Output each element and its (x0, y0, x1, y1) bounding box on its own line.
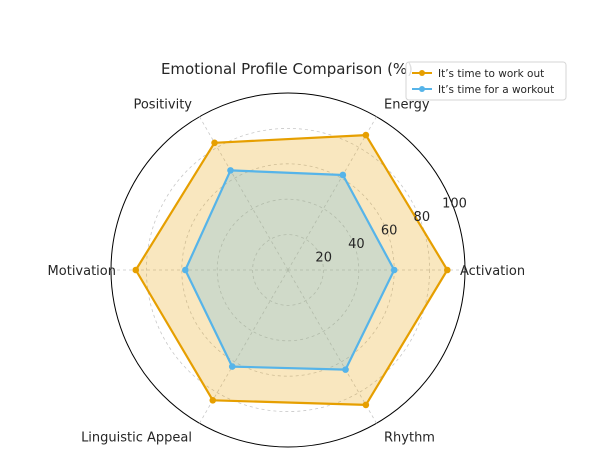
data-point (227, 167, 234, 174)
legend-label: It’s time to work out (438, 68, 544, 80)
data-point (211, 139, 218, 147)
legend-label: It’s time for a workout (438, 84, 554, 96)
data-point (362, 401, 370, 409)
grid-ring (216, 198, 360, 342)
category-label: Energy (384, 98, 430, 113)
legend: It’s time to work out It’s time for a wor… (405, 61, 567, 101)
radial-tick-label: 60 (381, 223, 398, 238)
data-point (444, 266, 451, 274)
grid-ring (145, 127, 431, 413)
series-fill-2 (185, 170, 395, 370)
legend-marker (419, 70, 425, 76)
category-label: Positivity (133, 98, 192, 113)
radial-tick-label: 20 (315, 250, 332, 265)
data-point (342, 366, 349, 373)
legend-marker (419, 86, 425, 92)
grid-ring (252, 234, 324, 306)
radial-tick-label: 80 (414, 210, 431, 225)
category-label: Linguistic Appeal (81, 430, 192, 445)
series-fill-1 (135, 135, 448, 405)
data-point (362, 131, 370, 139)
radial-tick-label: 40 (348, 237, 365, 252)
data-point (132, 266, 140, 274)
chart-title: Emotional Profile Comparison (%) (161, 60, 413, 78)
data-point (339, 171, 347, 179)
legend-frame (405, 61, 567, 101)
category-label: Rhythm (384, 430, 435, 445)
label-layer: 20 40 60 80 100 Activation Energy Positivity Mot… (48, 98, 526, 446)
grid-layer (110, 92, 466, 448)
data-point (390, 266, 398, 274)
category-label: Motivation (48, 264, 116, 279)
data-point (209, 396, 217, 404)
category-label: Activation (460, 264, 525, 279)
series-layer (132, 131, 451, 409)
radial-tick-label: 100 (442, 196, 467, 211)
data-point (182, 266, 189, 274)
data-point (228, 363, 236, 370)
